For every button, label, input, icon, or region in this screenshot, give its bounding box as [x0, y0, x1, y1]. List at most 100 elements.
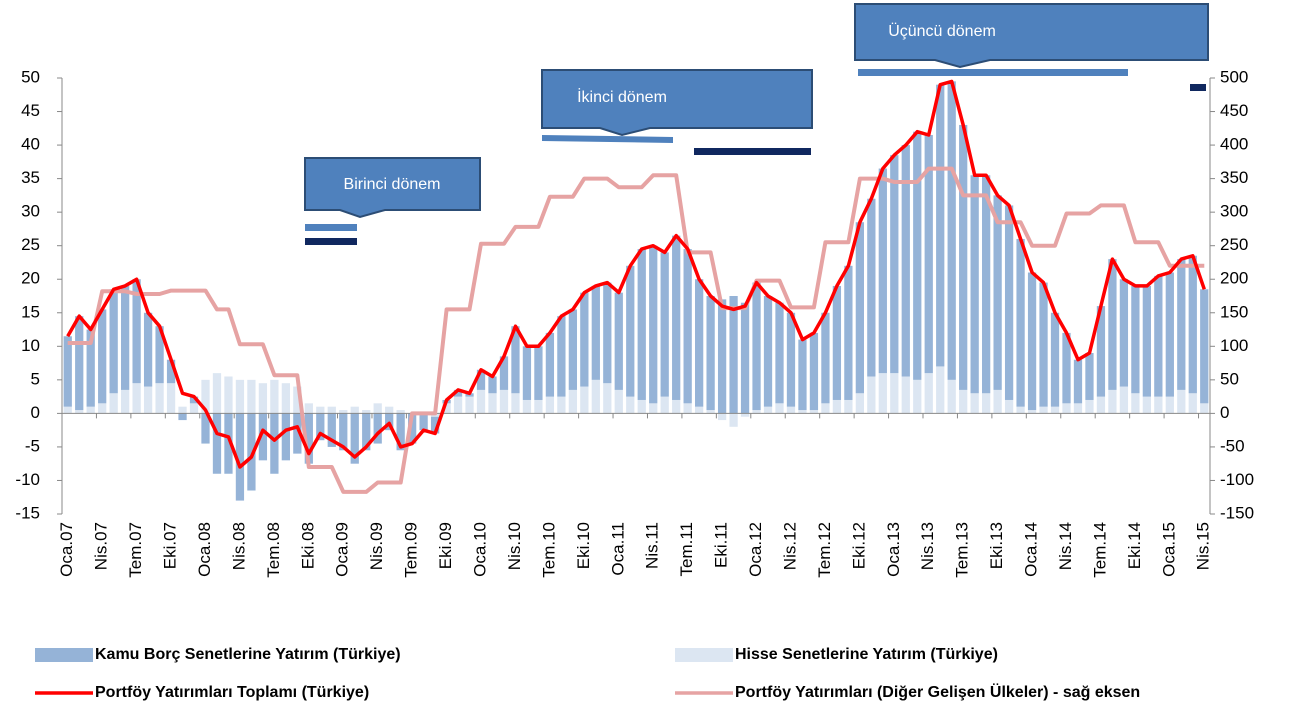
bar: [442, 403, 451, 414]
bar: [293, 386, 302, 414]
x-tick-label: Oca.14: [1022, 522, 1041, 577]
x-tick-label: Eki.12: [849, 522, 868, 569]
bar: [235, 379, 245, 414]
bar: [327, 413, 336, 447]
bar: [419, 413, 428, 431]
bar: [775, 302, 784, 404]
period-bar: [858, 69, 1128, 76]
bar: [1188, 393, 1197, 414]
bar: [695, 279, 704, 407]
x-tick-label: Nis.09: [367, 522, 386, 570]
bar: [580, 292, 589, 387]
bar: [545, 332, 555, 397]
bar: [1165, 272, 1174, 397]
bar: [522, 346, 532, 400]
bar: [695, 406, 704, 414]
bar: [786, 312, 796, 407]
x-tick-label: Eki.09: [436, 522, 455, 569]
x-tick-label: Tem.07: [126, 522, 145, 578]
bar: [373, 413, 382, 444]
bar: [568, 309, 577, 390]
y2-tick-label: 500: [1220, 67, 1248, 86]
bar: [132, 279, 141, 384]
x-tick-label: Nis.15: [1194, 522, 1213, 570]
bar: [385, 406, 394, 414]
y2-tick-label: -100: [1220, 470, 1254, 489]
bar: [281, 413, 290, 461]
period-bar: [542, 135, 673, 143]
y2-tick-label: 300: [1220, 202, 1248, 221]
bar: [1096, 396, 1106, 414]
bar: [109, 289, 118, 394]
bar: [844, 399, 853, 414]
bar: [1096, 306, 1106, 397]
bar: [844, 265, 853, 400]
bar: [959, 389, 968, 414]
bar: [798, 410, 807, 414]
bar: [913, 379, 922, 414]
callout-label: Birinci dönem: [344, 176, 441, 193]
y2-tick-label: -50: [1220, 436, 1245, 455]
bar: [270, 413, 279, 474]
bar: [1073, 403, 1083, 414]
period-bar: [1190, 84, 1206, 91]
bar: [1165, 396, 1174, 414]
bar: [890, 373, 899, 414]
bar: [178, 413, 187, 421]
bar: [637, 399, 646, 414]
y-tick-label: 0: [31, 403, 40, 422]
bar: [327, 406, 336, 414]
period-bar: [305, 224, 357, 231]
bar: [913, 131, 922, 380]
bar: [993, 389, 1002, 414]
bar: [224, 376, 233, 414]
bar: [557, 316, 566, 397]
bar: [557, 396, 566, 414]
bar: [1073, 359, 1083, 404]
callouts: Birinci dönem İkinci dönem Üçüncü dönem: [304, 3, 1209, 245]
bar: [339, 413, 348, 451]
bar: [488, 376, 497, 394]
callout-box: [304, 157, 481, 219]
bar: [465, 396, 474, 414]
y-tick-label: 45: [21, 101, 40, 120]
y-tick-label: 30: [21, 202, 40, 221]
y2-tick-label: 0: [1220, 403, 1229, 422]
bar: [982, 393, 991, 414]
bar: [132, 383, 141, 414]
callout-label: Üçüncü dönem: [888, 22, 996, 40]
y2-tick-label: -150: [1220, 503, 1254, 522]
bar: [63, 336, 72, 407]
bar: [1062, 403, 1071, 414]
bar: [408, 413, 417, 444]
y2-tick-label: 100: [1220, 336, 1248, 355]
bar: [235, 413, 245, 501]
bar: [729, 296, 738, 414]
y-tick-label: -10: [15, 470, 40, 489]
bar: [155, 326, 164, 384]
x-tick-label: Oca.10: [471, 522, 490, 577]
x-tick-label: Oca.07: [57, 522, 76, 577]
y-tick-label: 50: [21, 67, 40, 86]
bar: [740, 413, 750, 417]
x-tick-label: Tem.14: [1090, 522, 1109, 578]
bar: [1154, 275, 1163, 397]
bar: [1050, 312, 1060, 407]
y2-tick-label: 250: [1220, 235, 1248, 254]
bar: [121, 389, 130, 414]
bar: [109, 393, 118, 414]
bar: [637, 249, 646, 400]
bar: [1027, 410, 1037, 414]
bar: [683, 249, 692, 404]
bar: [1108, 389, 1117, 414]
bar: [855, 222, 864, 394]
bar: [947, 81, 956, 380]
bar: [143, 386, 153, 414]
bar: [798, 339, 807, 411]
x-tick-label: Nis.13: [918, 522, 937, 570]
bar: [155, 383, 164, 414]
bar: [396, 413, 405, 451]
y2-tick-label: 400: [1220, 135, 1248, 154]
bar: [924, 373, 933, 414]
bar: [1119, 279, 1129, 387]
